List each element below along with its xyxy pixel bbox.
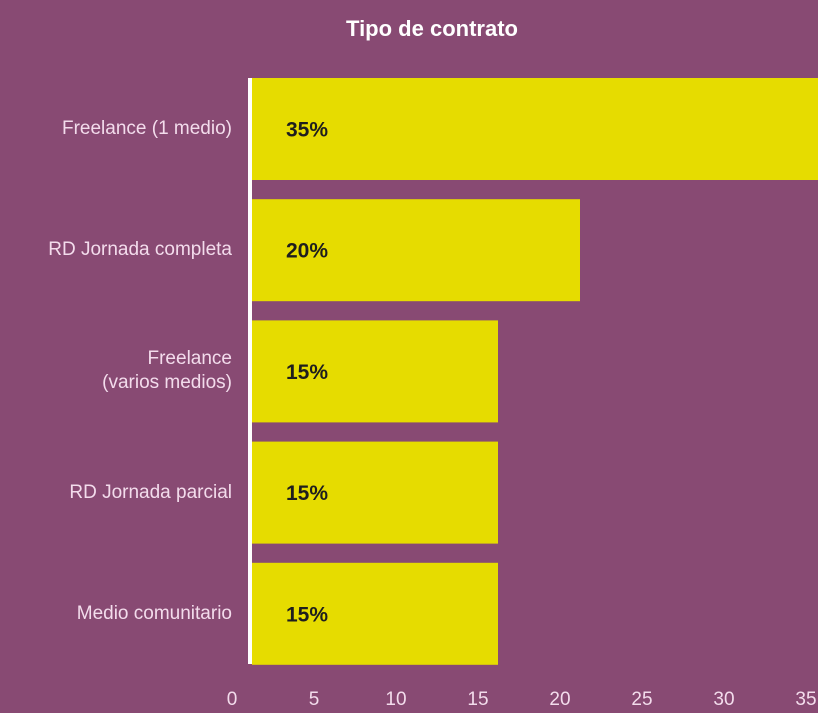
bar — [252, 199, 580, 302]
value-label: 15% — [286, 603, 328, 626]
y-tick-label: Medio comunitario — [76, 602, 232, 624]
x-tick-label: 10 — [385, 689, 406, 710]
x-tick-label: 30 — [713, 689, 734, 710]
bar — [252, 562, 498, 665]
y-tick-label: RD Jornada completa — [48, 239, 232, 261]
x-tick-label: 0 — [227, 689, 238, 710]
value-label: 35% — [286, 119, 328, 142]
x-tick-label: 35 — [795, 689, 816, 710]
x-tick-label: 25 — [631, 689, 652, 710]
bar — [252, 441, 498, 544]
y-tick-label: Freelance (1 medio) — [61, 118, 232, 139]
y-tick-label: RD Jornada parcial — [69, 481, 232, 503]
x-tick-label: 15 — [467, 689, 488, 710]
x-tick-label: 20 — [549, 689, 570, 710]
x-tick-label: 5 — [309, 689, 320, 710]
chart-title: Tipo de contrato — [346, 16, 518, 41]
value-label: 15% — [286, 361, 328, 384]
y-tick-label: Freelance (varios medios) — [102, 348, 232, 394]
value-label: 20% — [286, 240, 328, 263]
bar — [252, 78, 818, 180]
bar — [252, 320, 498, 423]
value-label: 15% — [286, 482, 328, 505]
